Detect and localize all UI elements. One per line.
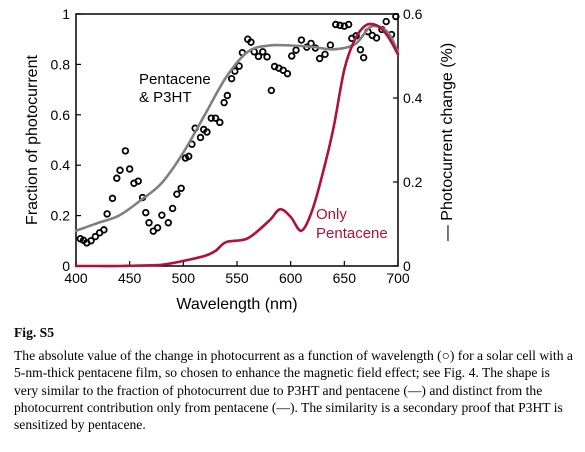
y2-tick-label-0.6: 0.6 <box>403 6 423 22</box>
y2-tick-label-0.2: 0.2 <box>403 174 423 190</box>
annotation-only-pentacene-2: Pentacene <box>316 225 388 242</box>
data-point <box>173 190 181 198</box>
data-point <box>288 52 296 60</box>
data-point <box>297 36 306 44</box>
data-point <box>315 54 324 63</box>
data-point <box>184 152 193 161</box>
x-tick-label-450: 450 <box>118 270 142 286</box>
y-axis-title: Fraction of photocurrent <box>24 55 41 225</box>
figure-caption: Fig. S5 The absolute value of the change… <box>14 324 576 433</box>
data-point <box>263 53 271 61</box>
data-point <box>87 237 95 245</box>
series-layer <box>74 12 400 268</box>
data-point <box>292 46 300 54</box>
data-point <box>359 53 368 62</box>
data-point <box>91 232 100 241</box>
data-point <box>326 41 335 49</box>
data-point <box>116 166 124 174</box>
data-point <box>113 174 121 182</box>
data-point <box>207 114 215 122</box>
photocurrent-chart: 400 450 500 550 600 650 70000.20.40.60.8100.20… <box>24 6 456 313</box>
data-point <box>103 210 111 218</box>
y-tick-label-0.2: 0.2 <box>51 208 71 224</box>
data-point <box>121 147 130 155</box>
data-point <box>247 38 255 46</box>
data-point <box>382 17 390 26</box>
data-point <box>211 114 220 122</box>
data-point <box>231 67 239 75</box>
series-line-1 <box>74 24 400 233</box>
data-point <box>259 48 267 56</box>
y-tick-label-0.4: 0.4 <box>51 157 71 173</box>
x-tick-label-650: 650 <box>333 270 357 286</box>
y2-tick-label-0.4: 0.4 <box>403 90 423 106</box>
y-tick-label-0.6: 0.6 <box>51 107 71 123</box>
series-line-2 <box>74 22 400 268</box>
y-tick-label-0: 0 <box>62 258 70 274</box>
annotation-pentacene-p3ht-2: & P3HT <box>139 89 192 106</box>
data-point <box>223 91 232 100</box>
data-point <box>168 204 177 213</box>
data-point <box>283 69 292 78</box>
y-tick-label-1: 1 <box>62 6 70 22</box>
data-point <box>153 224 162 232</box>
data-point <box>356 46 365 54</box>
x-tick-label-700: 700 <box>386 270 410 286</box>
data-point <box>125 165 134 173</box>
data-point <box>227 74 236 83</box>
data-point <box>134 177 142 185</box>
x-tick-label-600: 600 <box>279 270 303 286</box>
data-point <box>100 226 108 234</box>
data-point <box>344 20 353 29</box>
data-point <box>372 34 381 42</box>
y2-axis-title: — Photocurrent change (%) <box>439 43 456 241</box>
caption-label: Fig. S5 <box>14 325 55 340</box>
annotation-only-pentacene-1: Only <box>316 206 347 223</box>
x-tick-label-500: 500 <box>172 270 196 286</box>
data-point <box>164 219 173 227</box>
data-point <box>336 21 344 30</box>
data-point <box>142 208 150 217</box>
x-tick-label-550: 550 <box>225 270 249 286</box>
y-tick-label-0.8: 0.8 <box>51 56 71 72</box>
data-point <box>177 184 185 192</box>
data-point <box>321 50 329 59</box>
data-point <box>158 211 166 219</box>
axis-ticks: 400 450 500 550 600 650 70000.20.40.60.8100.20… <box>51 6 423 286</box>
data-point <box>220 98 228 107</box>
data-point <box>196 133 205 142</box>
y2-tick-label-0: 0 <box>403 258 411 274</box>
x-axis-title: Wavelength (nm) <box>176 296 297 313</box>
data-point <box>235 62 243 70</box>
data-point <box>216 118 224 127</box>
data-point <box>267 86 276 95</box>
data-point <box>108 194 117 203</box>
annotation-pentacene-p3ht-1: Pentacene <box>139 71 211 88</box>
data-point <box>145 219 153 227</box>
data-point <box>332 20 340 29</box>
x-tick-label-400: 400 <box>64 270 88 286</box>
data-point <box>203 128 211 136</box>
caption-text: The absolute value of the change in phot… <box>14 348 573 433</box>
data-point <box>392 12 400 21</box>
data-point <box>254 52 263 61</box>
